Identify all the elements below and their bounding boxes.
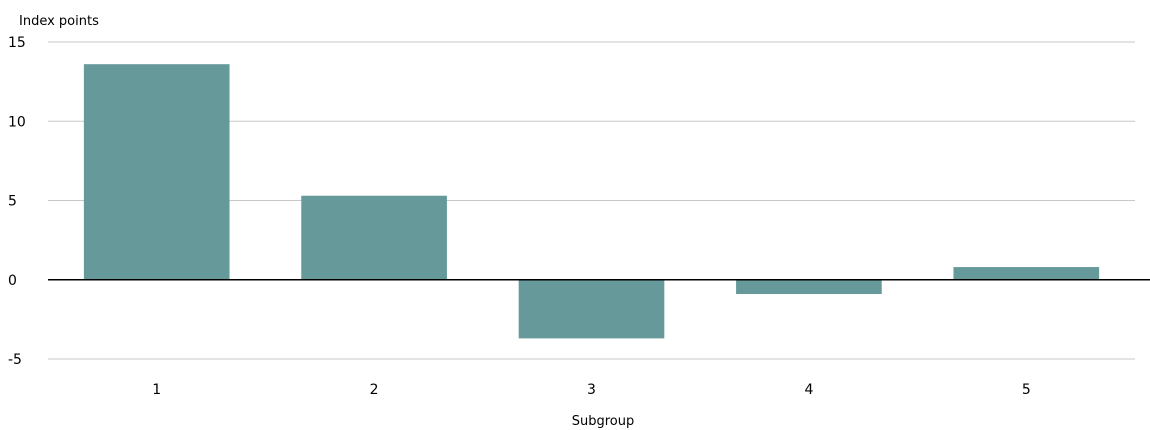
bars xyxy=(83,64,1100,339)
x-tick-labels: 1 2 3 4 5 xyxy=(152,382,1031,398)
x-axis-label: Subgroup xyxy=(572,414,635,429)
x-tick-label: 5 xyxy=(1022,382,1031,398)
y-tick-label: -5 xyxy=(8,352,22,368)
x-tick-label: 4 xyxy=(804,382,813,398)
y-axis-label: Index points xyxy=(19,14,99,29)
y-tick-label: 5 xyxy=(8,194,17,210)
bar-5 xyxy=(953,267,1100,280)
bar-1 xyxy=(83,64,230,280)
y-tick-label: 15 xyxy=(8,35,26,51)
bar-2 xyxy=(301,195,447,280)
y-tick-label: 0 xyxy=(8,273,17,289)
x-tick-label: 3 xyxy=(587,382,596,398)
bar-3 xyxy=(518,279,665,339)
x-tick-label: 2 xyxy=(370,382,379,398)
y-tick-labels: 15 10 5 0 -5 xyxy=(8,35,26,368)
y-tick-label: 10 xyxy=(8,114,26,130)
bar-4 xyxy=(736,279,882,295)
x-tick-label: 1 xyxy=(152,382,161,398)
